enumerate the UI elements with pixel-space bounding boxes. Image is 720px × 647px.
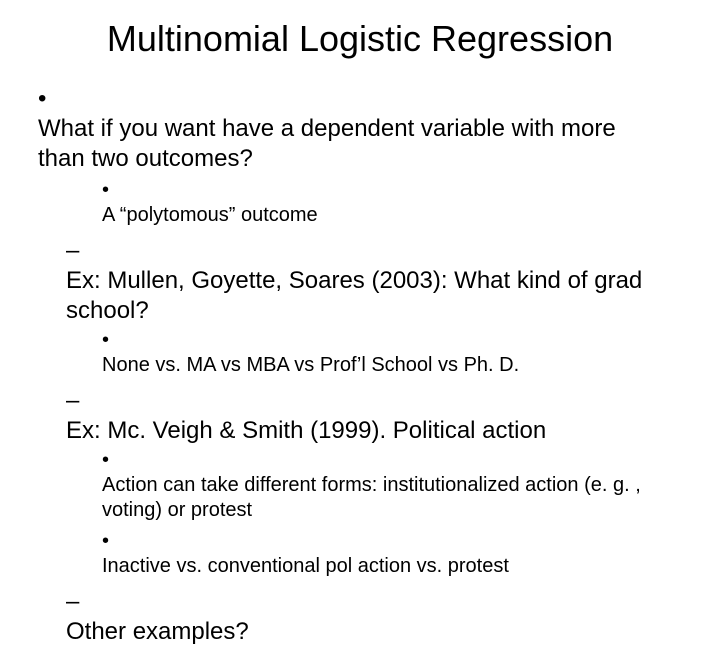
slide-title: Multinomial Logistic Regression xyxy=(30,18,690,60)
example-2-detail-b-text: Inactive vs. conventional pol action vs.… xyxy=(102,554,670,579)
example-2-detail-b: • Inactive vs. conventional pol action v… xyxy=(102,529,690,579)
dash-icon: – xyxy=(66,236,84,266)
subbullet-polytomous-text: A “polytomous” outcome xyxy=(102,203,670,228)
example-1: – Ex: Mullen, Goyette, Soares (2003): Wh… xyxy=(66,236,690,326)
bullet-icon: • xyxy=(102,448,118,473)
dash-icon: – xyxy=(66,386,84,416)
example-2-detail-a: • Action can take different forms: insti… xyxy=(102,448,690,523)
bullet-icon: • xyxy=(38,84,56,114)
example-2: – Ex: Mc. Veigh & Smith (1999). Politica… xyxy=(66,386,690,446)
example-1-text: Ex: Mullen, Goyette, Soares (2003): What… xyxy=(66,266,668,326)
bullet-main-text: What if you want have a dependent variab… xyxy=(38,114,668,174)
bullet-icon: • xyxy=(102,178,118,203)
bullet-icon: • xyxy=(102,529,118,554)
other-examples: – Other examples? xyxy=(66,587,690,647)
example-2-detail-a-text: Action can take different forms: institu… xyxy=(102,473,670,523)
bullet-main: • What if you want have a dependent vari… xyxy=(38,84,690,174)
example-1-detail-text: None vs. MA vs MBA vs Prof’l School vs P… xyxy=(102,353,670,378)
dash-icon: – xyxy=(66,587,84,617)
example-1-detail: • None vs. MA vs MBA vs Prof’l School vs… xyxy=(102,328,690,378)
other-examples-text: Other examples? xyxy=(66,617,668,647)
bullet-icon: • xyxy=(102,328,118,353)
subbullet-polytomous: • A “polytomous” outcome xyxy=(102,178,690,228)
example-2-text: Ex: Mc. Veigh & Smith (1999). Political … xyxy=(66,416,668,446)
